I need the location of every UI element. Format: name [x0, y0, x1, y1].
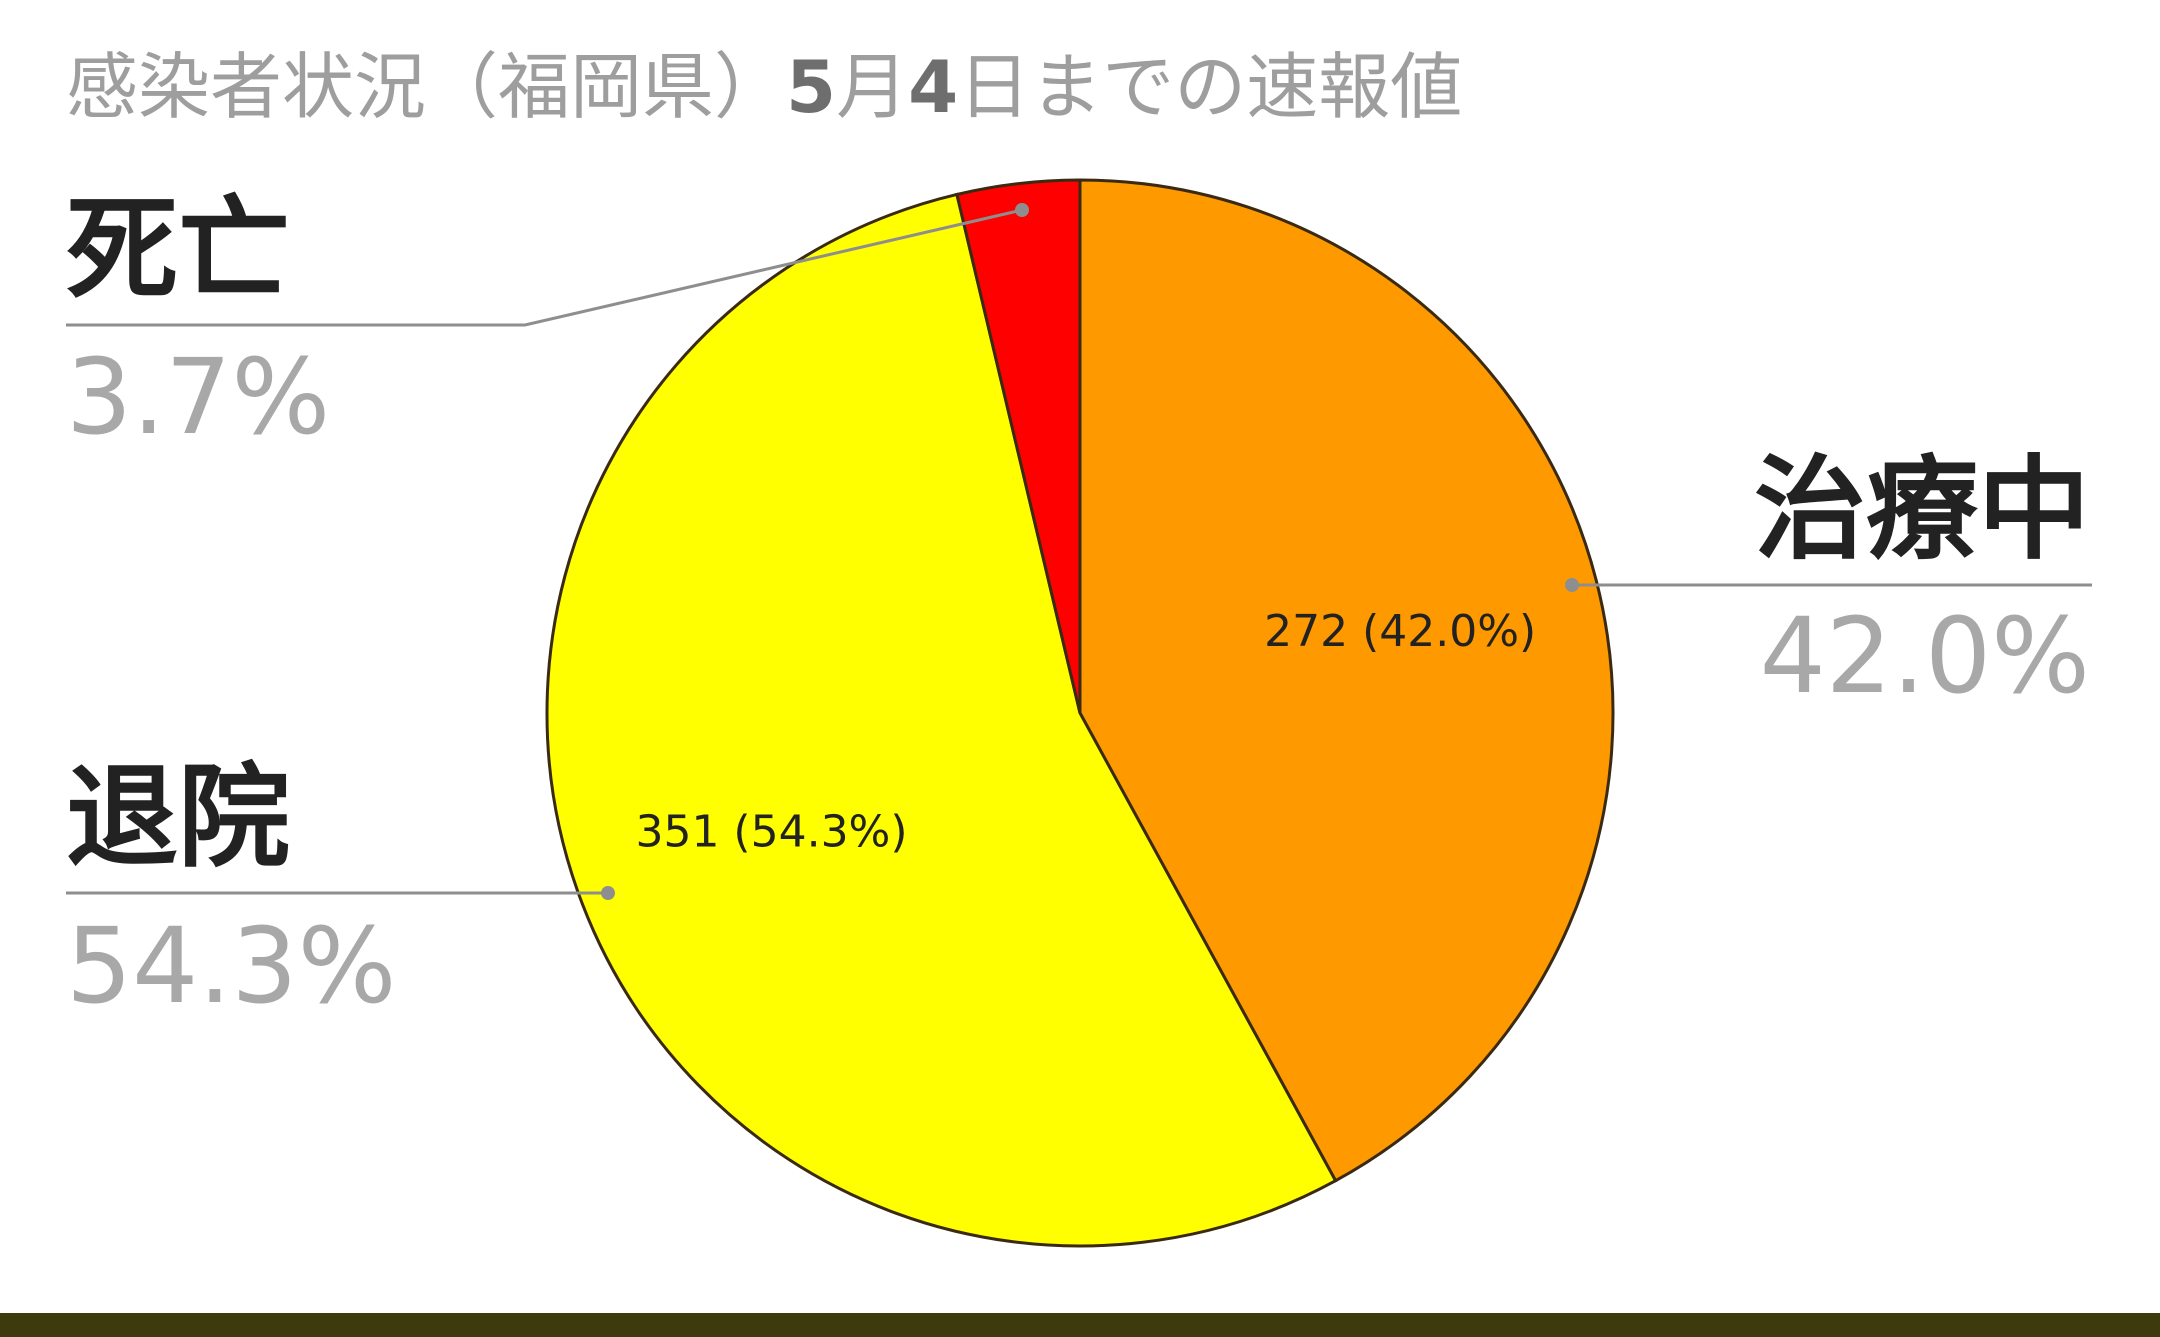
category-label: 治療中	[1754, 445, 2090, 575]
chart-title-part: 月	[836, 45, 908, 129]
pie-slices	[545, 178, 1615, 1248]
leader-dot	[601, 886, 615, 900]
percent-label: 42.0%	[1760, 595, 2090, 717]
pie-slice-0	[1078, 178, 1615, 1183]
percent-label: 3.7%	[66, 336, 330, 458]
category-label: 死亡	[66, 185, 290, 315]
leader-dot	[1015, 203, 1029, 217]
category-label: 退院	[66, 753, 290, 883]
pie-slice-1	[545, 192, 1338, 1248]
chart-title-part: 日までの速報値	[958, 45, 1462, 129]
leader-line	[66, 208, 1023, 327]
chart-title-part: 5	[786, 45, 836, 129]
slice-value-label: 351 (54.3%)	[635, 806, 907, 857]
leader-dot	[1565, 578, 1579, 592]
pie-slice-2	[955, 178, 1082, 714]
percent-label: 54.3%	[66, 905, 396, 1027]
slice-labels: 272 (42.0%) 351 (54.3%) 治療中 42.0% 退院 54.3% 死亡 3…	[66, 185, 2092, 1027]
chart-title: 感染者状況（福岡県）5月4日までの速報値	[66, 45, 1462, 129]
footer-bar	[0, 1313, 2160, 1337]
chart-title-part: 感染者状況（福岡県）	[66, 45, 786, 129]
chart-title-part: 4	[908, 45, 958, 129]
slice-value-label: 272 (42.0%)	[1264, 606, 1536, 657]
